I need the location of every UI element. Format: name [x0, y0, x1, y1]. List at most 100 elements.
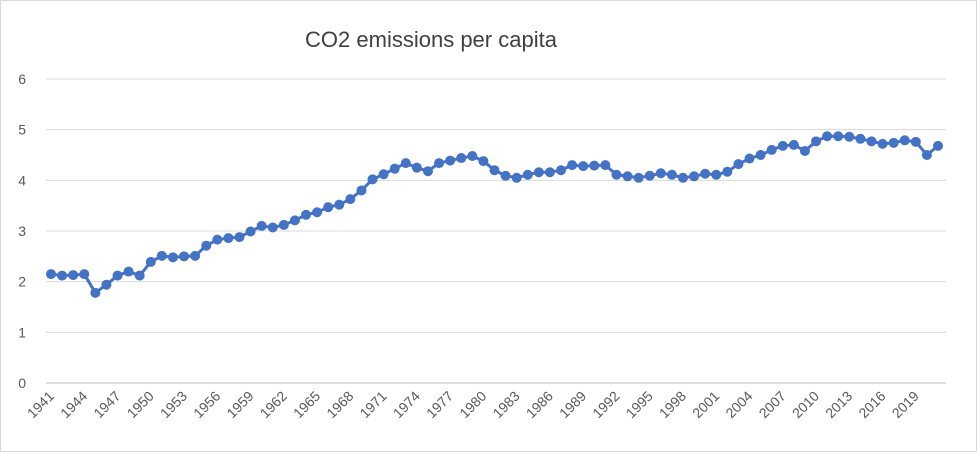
data-point — [101, 279, 112, 290]
x-tick-label: 1989 — [556, 388, 589, 421]
data-point — [46, 269, 56, 280]
x-tick-label: 1950 — [124, 388, 157, 421]
data-point — [201, 240, 212, 251]
data-point — [156, 250, 167, 261]
data-point — [445, 155, 456, 166]
data-point — [312, 207, 323, 218]
data-point — [323, 202, 334, 213]
data-point — [256, 220, 267, 231]
data-point — [589, 160, 600, 171]
x-tick-label: 1941 — [24, 388, 57, 421]
data-point — [145, 256, 156, 267]
data-point — [744, 153, 755, 164]
data-point — [234, 232, 245, 243]
x-tick-label: 1995 — [623, 388, 656, 421]
data-point — [134, 270, 145, 281]
data-point — [367, 174, 378, 185]
data-point — [578, 161, 589, 172]
x-tick-label: 1971 — [356, 388, 389, 421]
data-point — [511, 172, 522, 183]
x-tick-label: 1953 — [157, 388, 190, 421]
x-tick-label: 2016 — [855, 388, 888, 421]
data-point — [855, 133, 866, 144]
x-tick-label: 2001 — [689, 388, 722, 421]
data-point — [666, 169, 677, 180]
data-point — [888, 137, 899, 148]
x-tick-label: 2007 — [756, 388, 789, 421]
data-point — [68, 270, 79, 281]
data-point — [777, 140, 788, 151]
data-point — [90, 287, 101, 298]
data-point — [766, 144, 777, 155]
data-point — [301, 209, 312, 220]
x-tick-label: 2010 — [789, 388, 822, 421]
data-point — [223, 233, 234, 244]
data-point — [655, 168, 666, 179]
data-point — [933, 140, 943, 151]
data-point — [278, 219, 289, 230]
data-point — [600, 160, 611, 171]
data-point — [356, 185, 367, 196]
data-point — [57, 270, 68, 281]
x-tick-label: 1983 — [489, 388, 522, 421]
gridlines — [46, 78, 946, 384]
data-point — [711, 169, 722, 180]
data-point — [533, 167, 544, 178]
data-point — [899, 135, 910, 146]
x-tick-label: 2019 — [889, 388, 922, 421]
x-tick-label: 1992 — [589, 388, 622, 421]
data-point — [434, 158, 445, 169]
x-tick-label: 1980 — [456, 388, 489, 421]
data-point — [167, 252, 178, 263]
data-point — [245, 226, 256, 237]
data-point — [467, 151, 478, 162]
x-tick-label: 1944 — [57, 388, 90, 421]
data-point — [811, 136, 822, 147]
data-point — [833, 131, 844, 142]
data-point — [544, 167, 555, 178]
data-point — [822, 131, 833, 142]
data-point — [400, 158, 411, 169]
x-tick-label: 1977 — [423, 388, 456, 421]
x-tick-label: 1956 — [190, 388, 223, 421]
data-point — [844, 131, 855, 142]
data-point — [921, 150, 932, 160]
x-tick-label: 1986 — [523, 388, 556, 421]
data-point — [212, 234, 223, 245]
x-tick-label: 2013 — [822, 388, 855, 421]
y-tick-label: 6 — [18, 71, 26, 87]
series-layer — [46, 131, 943, 298]
data-point — [422, 166, 433, 177]
data-point — [79, 269, 90, 280]
x-axis: 1941 1944 1947 1950 1953 1956 1959 1962 1965 1968… — [24, 388, 922, 421]
data-point — [522, 169, 533, 180]
y-tick-label: 4 — [18, 172, 26, 188]
data-point — [334, 199, 345, 210]
data-point — [123, 266, 134, 277]
data-point — [556, 165, 567, 176]
y-axis: 0 1 2 3 4 5 6 — [18, 71, 26, 391]
y-tick-label: 3 — [18, 223, 26, 239]
data-point — [722, 166, 733, 177]
data-point — [611, 169, 622, 180]
data-point — [500, 170, 511, 181]
data-point — [378, 169, 389, 180]
data-point — [910, 136, 921, 147]
data-point — [289, 215, 300, 226]
data-point — [799, 145, 810, 156]
data-point — [389, 163, 400, 174]
y-tick-label: 2 — [18, 274, 26, 290]
data-point — [567, 160, 578, 171]
data-point — [112, 270, 123, 281]
data-point — [877, 138, 888, 149]
data-point — [190, 250, 201, 261]
data-point — [179, 251, 190, 262]
data-point — [788, 139, 799, 150]
data-point — [456, 153, 467, 164]
data-point — [622, 171, 633, 182]
x-tick-label: 1965 — [290, 388, 323, 421]
series-line — [50, 134, 939, 295]
data-point — [345, 194, 356, 205]
y-tick-label: 0 — [18, 375, 26, 391]
